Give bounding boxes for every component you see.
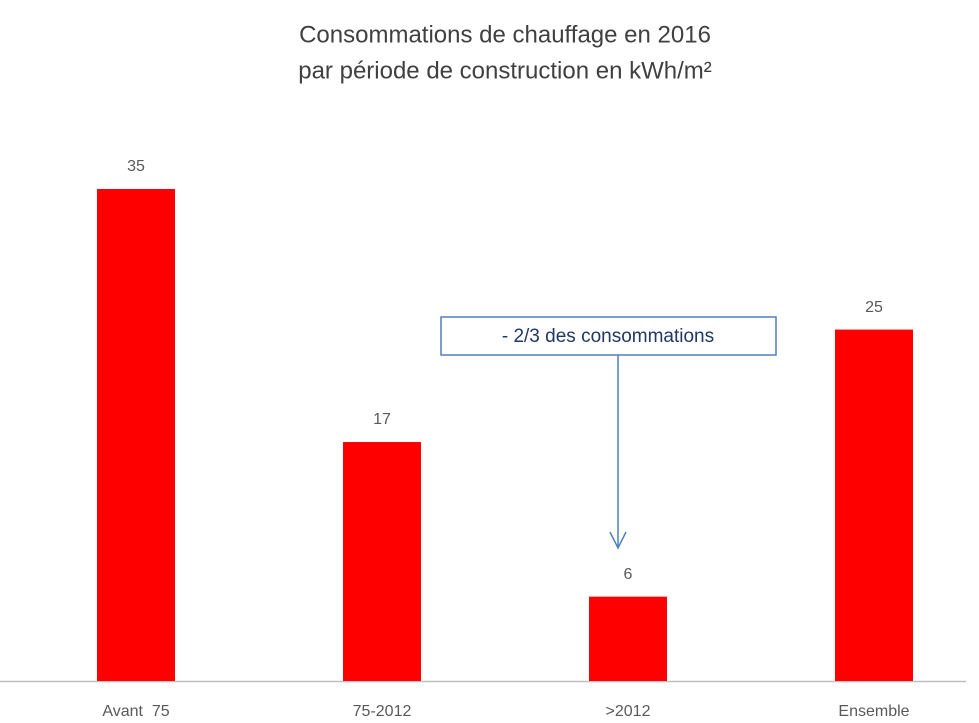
x-tick-label: Avant 75 [102,703,169,720]
bar [343,442,421,681]
x-tick-label: 75-2012 [353,703,412,720]
bar [97,189,175,681]
annotation-arrow [609,355,627,550]
chart-title: Consommations de chauffage en 2016 [299,21,711,48]
data-label: 17 [373,411,391,428]
bar [835,329,913,681]
data-label: 6 [624,566,633,583]
annotation-box [440,316,777,356]
annotation: - 2/3 des consommations [502,326,714,347]
x-tick-label: >2012 [606,703,651,720]
data-label: 25 [865,299,883,316]
bar [589,596,667,681]
chart-title: par période de construction en kWh/m² [298,57,712,84]
x-tick-label: Ensemble [838,703,909,720]
data-label: 35 [127,158,145,175]
